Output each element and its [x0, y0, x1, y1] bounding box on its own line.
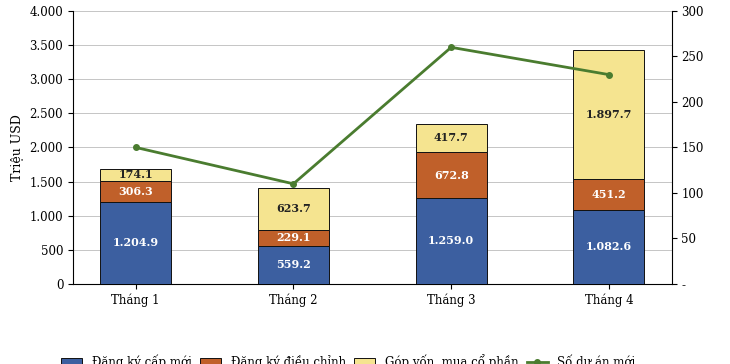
Bar	[573, 210, 645, 284]
Text: 1.259.0: 1.259.0	[428, 236, 474, 246]
Text: 174.1: 174.1	[118, 169, 153, 180]
Text: 672.8: 672.8	[434, 170, 469, 181]
Text: 1.082.6: 1.082.6	[586, 241, 632, 253]
Text: 451.2: 451.2	[591, 189, 626, 200]
Bar	[258, 187, 329, 230]
Bar	[258, 230, 329, 246]
Bar	[415, 198, 487, 284]
Text: 1.897.7: 1.897.7	[585, 109, 632, 120]
Text: 1.204.9: 1.204.9	[112, 237, 158, 248]
Bar	[415, 152, 487, 198]
Text: 306.3: 306.3	[118, 186, 153, 197]
Bar	[100, 181, 172, 202]
Bar	[573, 50, 645, 179]
Bar	[100, 169, 172, 181]
Y-axis label: Triệu USD: Triệu USD	[11, 114, 24, 181]
Legend: Đăng ký cấp mới, Đăng ký điều chỉnh, Góp vốn, mua cổ phần, Số dự án mới: Đăng ký cấp mới, Đăng ký điều chỉnh, Góp…	[56, 350, 640, 364]
Bar	[415, 123, 487, 152]
Text: 559.2: 559.2	[276, 259, 311, 270]
Text: 417.7: 417.7	[434, 132, 469, 143]
Text: 623.7: 623.7	[276, 203, 311, 214]
Bar	[258, 246, 329, 284]
Bar	[100, 202, 172, 284]
Text: 229.1: 229.1	[276, 233, 311, 244]
Bar	[573, 179, 645, 210]
